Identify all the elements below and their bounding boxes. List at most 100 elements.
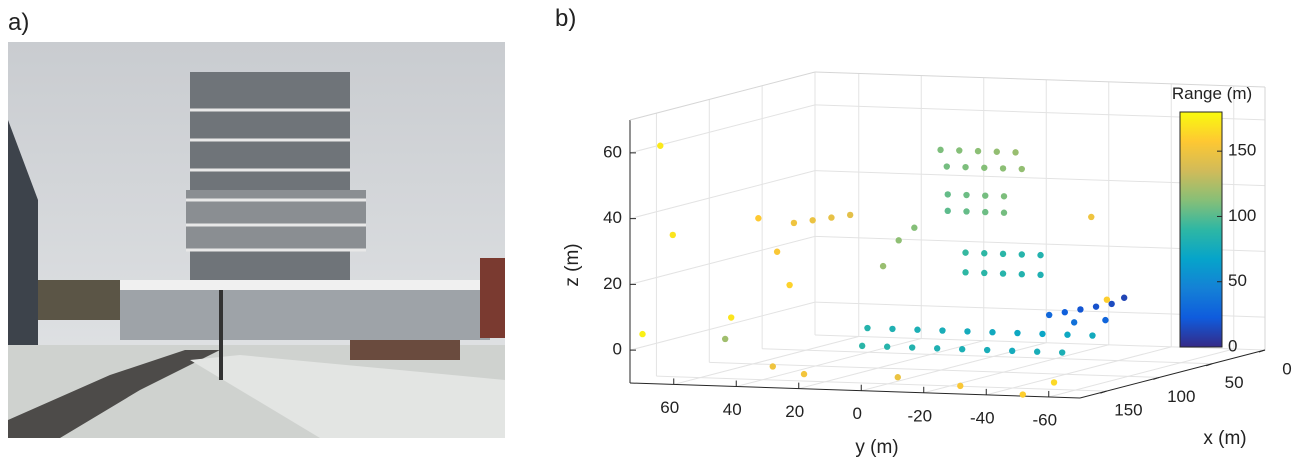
point: [989, 329, 996, 336]
z-tick-label: 20: [603, 274, 622, 293]
point: [809, 217, 816, 224]
point: [999, 165, 1007, 172]
point: [1061, 309, 1069, 316]
x-tick-label: 150: [1114, 401, 1142, 420]
point: [1089, 332, 1096, 339]
point: [1000, 193, 1008, 200]
point: [786, 281, 793, 289]
y-tick-label: 0: [853, 404, 862, 423]
box-edge: [629, 71, 816, 121]
grid-line: [861, 342, 1047, 392]
x-tick-label: 100: [1167, 387, 1195, 406]
grid-line: [709, 361, 1160, 378]
grid-line: [923, 344, 1109, 394]
point: [1000, 209, 1008, 216]
z-tick-label: 0: [613, 340, 622, 359]
y-tick-label: 60: [660, 398, 679, 417]
panel-label: a): [8, 9, 29, 36]
y-axis-label: y (m): [855, 437, 898, 458]
point: [982, 208, 989, 216]
point: [727, 314, 735, 321]
point: [769, 363, 776, 370]
point: [1108, 300, 1115, 308]
point: [982, 192, 989, 199]
colorbar-tick-label: 100: [1228, 206, 1256, 225]
point: [908, 344, 916, 351]
y-tick-label: -60: [1032, 410, 1057, 429]
tick-mark: [1100, 390, 1107, 394]
point: [981, 164, 988, 171]
point: [883, 343, 891, 350]
point: [1070, 319, 1078, 326]
point: [981, 250, 988, 257]
colorbar: [1179, 111, 1223, 348]
panel-label: b): [555, 5, 576, 32]
x-tick-label: 50: [1225, 373, 1244, 392]
point: [1018, 271, 1025, 278]
photo: [8, 42, 505, 438]
grid-line: [629, 170, 816, 220]
point: [1120, 294, 1128, 301]
point: [937, 146, 944, 154]
grid-line: [629, 235, 816, 285]
point: [895, 237, 902, 244]
point: [1092, 303, 1100, 310]
x-axis-label: x (m): [1203, 428, 1246, 449]
point: [939, 327, 946, 334]
point: [846, 211, 854, 219]
point: [1008, 347, 1016, 355]
point: [1045, 311, 1053, 319]
point: [1103, 296, 1111, 303]
point: [957, 382, 964, 390]
point: [993, 148, 1000, 155]
point: [790, 219, 798, 227]
point: [999, 270, 1007, 277]
point: [1102, 316, 1109, 324]
y-tick-label: -40: [970, 408, 995, 427]
tick-mark: [1258, 349, 1266, 353]
point: [962, 269, 969, 276]
point: [864, 324, 871, 332]
point: [974, 147, 982, 155]
grid-line: [798, 340, 984, 390]
point: [963, 191, 970, 199]
point: [911, 224, 918, 231]
point: [956, 147, 963, 154]
point: [894, 374, 901, 381]
grid-line: [656, 375, 1107, 392]
tick-mark: [1153, 376, 1160, 380]
point: [800, 370, 808, 378]
point: [933, 345, 941, 352]
colorbar-tick-label: 50: [1228, 271, 1247, 290]
point: [1018, 251, 1025, 258]
point: [1033, 348, 1041, 355]
point: [721, 335, 729, 343]
grid-line: [986, 346, 1172, 396]
point: [1037, 271, 1044, 279]
point: [669, 231, 676, 239]
point: [1037, 251, 1044, 259]
grid-line: [629, 301, 816, 351]
point: [914, 326, 921, 333]
point: [1050, 379, 1058, 386]
point: [944, 207, 951, 215]
tick-mark: [1205, 363, 1213, 367]
point: [943, 163, 950, 170]
point: [983, 346, 991, 354]
point: [1039, 330, 1046, 338]
grid-line: [762, 348, 1213, 365]
point: [879, 262, 887, 270]
point: [999, 250, 1007, 258]
point: [1077, 306, 1084, 313]
colorbar-tick-label: 0: [1228, 336, 1237, 355]
box-edge: [814, 71, 1266, 88]
y-tick-label: 20: [785, 402, 804, 421]
colorbar-tick-label: 150: [1228, 141, 1256, 160]
point: [964, 328, 971, 335]
point: [1088, 213, 1095, 221]
axis-line: [629, 382, 1081, 399]
point: [963, 208, 970, 215]
point: [639, 330, 646, 338]
